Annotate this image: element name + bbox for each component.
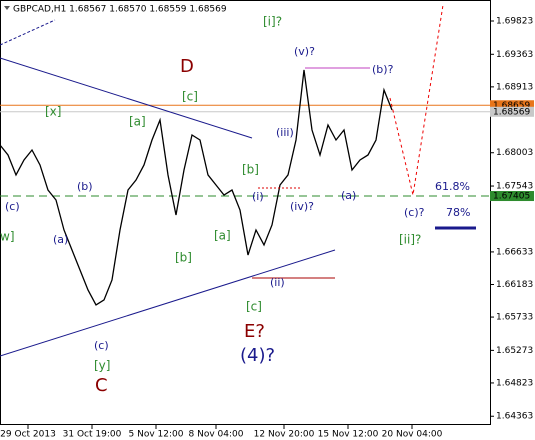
annotation: (c) <box>5 200 20 213</box>
y-tick-label: 1.68003 <box>496 148 533 158</box>
annotation: (b)? <box>372 63 394 76</box>
x-tick-label: 20 Nov 04:00 <box>382 430 443 440</box>
price-label-box <box>490 106 534 117</box>
annotation: [a] <box>214 229 231 243</box>
annotation: D <box>180 56 194 77</box>
y-tick-label: 1.66633 <box>496 247 533 257</box>
annotation: w] <box>0 230 15 244</box>
x-tick-label: 29 Oct 2013 <box>0 430 56 440</box>
trend-line <box>0 249 336 357</box>
annotation: (c)? <box>404 206 425 219</box>
annotation: (b) <box>77 180 93 193</box>
annotation: E? <box>244 321 265 342</box>
annotation: [i]? <box>263 15 282 29</box>
y-tick-label: 1.69363 <box>496 50 533 60</box>
plot-frame <box>0 0 491 425</box>
x-tick-label: 15 Nov 12:00 <box>318 430 379 440</box>
annotation: 61.8% <box>435 180 470 193</box>
y-tick-label: 1.64823 <box>496 378 533 388</box>
annotation: [c] <box>182 90 198 104</box>
y-tick-label: 1.64363 <box>496 412 533 422</box>
trend-line <box>0 57 253 139</box>
chart-title: GBPCAD,H1 1.68567 1.68570 1.68559 1.6856… <box>13 5 227 15</box>
annotation: (ii) <box>270 276 285 289</box>
annotation: (v)? <box>294 45 315 58</box>
x-tick-label: 31 Oct 19:00 <box>63 430 122 440</box>
annotation: (4)? <box>240 345 275 366</box>
plot <box>0 69 490 306</box>
x-tick-label: 12 Nov 20:00 <box>254 430 315 440</box>
annotation: 78% <box>446 206 470 219</box>
y-tick-label: 1.65733 <box>496 313 533 323</box>
price-label-box <box>490 100 534 111</box>
annotation: [b] <box>242 163 259 177</box>
trend-line <box>0 19 56 46</box>
annotation: (iii) <box>276 126 294 139</box>
annotation: (i) <box>252 190 264 203</box>
x-tick-label: 8 Nov 04:00 <box>189 430 244 440</box>
annotation: (c) <box>94 339 109 352</box>
price-label: 1.68569 <box>493 107 530 117</box>
icon <box>4 6 10 10</box>
price-label: 1.67405 <box>493 192 530 202</box>
annotation: [ii]? <box>399 233 421 247</box>
x-tick-label: 5 Nov 12:00 <box>129 430 184 440</box>
annotation: (iv)? <box>290 200 314 213</box>
annotation: C <box>95 375 108 396</box>
annotation: (a) <box>53 233 68 246</box>
price-line <box>0 69 393 306</box>
annotation: [y] <box>94 359 110 373</box>
annotation: (a) <box>341 189 356 202</box>
annotation: [c] <box>246 300 262 314</box>
annotation: [b] <box>175 251 192 265</box>
y-tick-label: 1.67543 <box>496 182 533 192</box>
annotation: [x] <box>45 105 61 119</box>
price-label: 1.68659 <box>493 101 530 111</box>
y-tick-label: 1.69823 <box>496 16 533 26</box>
y-tick-label: 1.66183 <box>496 280 533 290</box>
y-tick-label: 1.65273 <box>496 346 533 356</box>
annotation: [a] <box>129 115 146 129</box>
y-tick-label: 1.68913 <box>496 82 533 92</box>
price-label-box <box>490 191 534 202</box>
